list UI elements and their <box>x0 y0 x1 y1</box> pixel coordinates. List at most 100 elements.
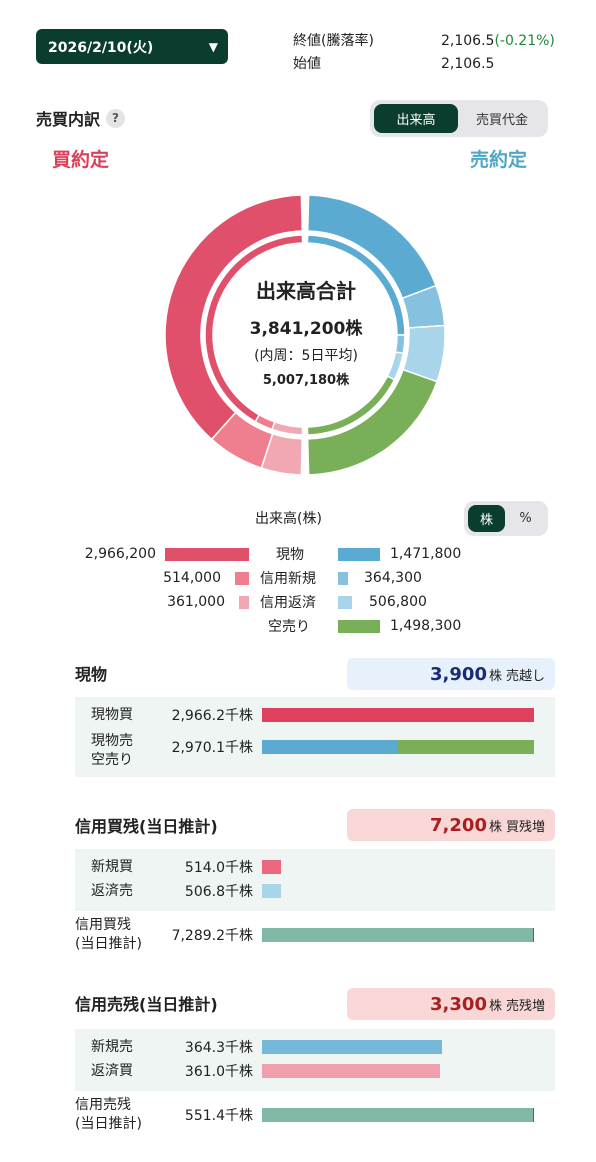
outer-buy-slice <box>210 411 274 469</box>
volume-donut-chart <box>165 195 445 475</box>
legend-label: 現物 <box>276 547 304 563</box>
table-row: 新規買 514.0千株 <box>75 857 555 877</box>
margin-buy-title: 信用買残(当日推計) <box>75 817 218 836</box>
unit-percent[interactable]: % <box>519 511 532 526</box>
donut-center: 出来高合計 3,841,200株 (内周：5日平均) 5,007,180株 <box>195 275 417 388</box>
inner-buy-slice <box>271 420 304 436</box>
table-row: 新規売 364.3千株 <box>75 1037 555 1057</box>
spot-badge: 3,900 株 売越し <box>347 658 555 690</box>
outer-ring <box>165 195 445 475</box>
breakdown-title: 売買内訳 ? <box>36 106 126 130</box>
close-value: 2,106.5(-0.21%) <box>441 33 555 49</box>
margin-buy-badge-number: 7,200 <box>430 814 487 836</box>
row-value: 364.3千株 <box>184 1040 253 1056</box>
legend-label: 信用返済 <box>260 595 316 611</box>
donut-center-note: (内周：5日平均) <box>254 348 358 364</box>
metric-toggle: 出来高 売買代金 <box>370 100 548 137</box>
inner-ring <box>204 234 406 436</box>
donut-center-title: 出来高合計 <box>256 279 356 303</box>
row-name: 信用買残 (当日推計) <box>75 917 142 952</box>
breakdown-title-text: 売買内訳 <box>36 110 101 129</box>
row-value: 2,966.2千株 <box>171 708 253 724</box>
margin-buy-balance-bar <box>262 928 534 942</box>
unit-shares[interactable]: 株 <box>468 505 505 532</box>
donut-center-avg: 5,007,180株 <box>262 373 350 388</box>
margin-sell-badge-text: 売残増 <box>505 998 545 1014</box>
spot-badge-number: 3,900 <box>430 663 487 685</box>
buy-title: 買約定 <box>52 149 110 171</box>
spot-badge-text: 売越し <box>505 668 545 684</box>
table-row: 現物売 空売り 2,970.1千株 <box>75 731 555 771</box>
outer-buy-slice <box>165 195 304 441</box>
row-value: 7,289.2千株 <box>171 928 253 944</box>
row-name: 信用売残 (当日推計) <box>75 1097 142 1132</box>
row-name: 返済売 <box>91 882 133 899</box>
legend-buy-swatch <box>165 547 249 561</box>
tab-volume[interactable]: 出来高 <box>374 104 458 133</box>
margin-buy-badge-unit: 株 <box>488 819 502 835</box>
spot-short-bar <box>396 740 534 754</box>
spot-buy-bar <box>262 708 534 722</box>
outer-sell-slice <box>306 368 438 475</box>
legend-sell-value: 1,498,300 <box>390 618 462 634</box>
row-value: 361.0千株 <box>184 1064 253 1080</box>
inner-buy-slice <box>204 234 304 423</box>
row-name: 新規売 <box>91 1038 133 1055</box>
margin-buy-badge-text: 買残増 <box>505 819 545 835</box>
row-name: 現物売 空売り <box>91 733 133 768</box>
row-name: 新規買 <box>91 858 133 875</box>
row-name: 返済買 <box>91 1062 133 1079</box>
date-select-value: 2026/2/10(火) <box>48 39 154 56</box>
legend-row: 空売り 1,498,300 <box>0 616 596 636</box>
margin-sell-badge-number: 3,300 <box>430 993 487 1015</box>
legend-sell-swatch <box>338 619 380 633</box>
legend-row: 2,966,200 現物 1,471,800 <box>0 544 596 564</box>
margin-sell-badge: 3,300 株 売残増 <box>347 988 555 1020</box>
chevron-down-icon: ▼ <box>208 39 218 54</box>
table-row: 返済買 361.0千株 <box>75 1061 555 1081</box>
margin-sell-balance-bar <box>262 1108 534 1122</box>
margin-sell-badge-unit: 株 <box>488 998 502 1014</box>
margin-sell-new-bar <box>262 1040 442 1054</box>
open-value: 2,106.5 <box>441 56 495 72</box>
date-select[interactable]: 2026/2/10(火) ▼ <box>36 29 228 64</box>
row-value: 514.0千株 <box>184 860 253 876</box>
legend-row: 514,000 信用新規 364,300 <box>0 568 596 588</box>
spot-badge-unit: 株 <box>488 668 502 684</box>
legend-sell-value: 1,471,800 <box>390 546 462 562</box>
legend-buy-swatch <box>235 571 249 585</box>
margin-buy-panel: 新規買 514.0千株 返済売 506.8千株 <box>75 849 555 911</box>
open-label: 始値 <box>293 56 321 72</box>
legend-sell-value: 506,800 <box>369 594 427 610</box>
row-name: 現物買 <box>91 706 133 723</box>
margin-buy-badge: 7,200 株 買残増 <box>347 809 555 841</box>
sell-title: 売約定 <box>470 149 528 171</box>
help-icon[interactable]: ? <box>106 108 126 128</box>
tab-trading-value[interactable]: 売買代金 <box>475 113 528 128</box>
legend-buy-value: 514,000 <box>163 570 221 586</box>
inner-sell-slice <box>306 375 396 436</box>
margin-sell-repay-bar <box>262 1064 441 1078</box>
legend-sell-value: 364,300 <box>364 570 422 586</box>
donut-center-total: 3,841,200株 <box>249 319 363 339</box>
legend-label: 空売り <box>268 619 310 635</box>
legend-sell-swatch <box>338 571 348 585</box>
spot-title: 現物 <box>75 665 108 684</box>
close-label: 終値(騰落率) <box>293 33 374 49</box>
spot-sell-bar <box>262 740 397 754</box>
legend-buy-value: 361,000 <box>167 594 225 610</box>
table-row: 信用売残 (当日推計) 551.4千株 <box>75 1095 555 1135</box>
legend-title: 出来高(株) <box>255 511 322 527</box>
row-value: 551.4千株 <box>184 1108 253 1124</box>
spot-panel: 現物買 2,966.2千株 現物売 空売り 2,970.1千株 <box>75 697 555 777</box>
table-row: 信用買残 (当日推計) 7,289.2千株 <box>75 915 555 955</box>
table-row: 現物買 2,966.2千株 <box>75 705 555 725</box>
legend-sell-swatch <box>338 595 352 609</box>
outer-buy-slice <box>260 432 304 475</box>
unit-toggle: 株 % <box>464 501 548 536</box>
margin-buy-repay-bar <box>262 884 281 898</box>
margin-sell-panel: 新規売 364.3千株 返済買 361.0千株 <box>75 1029 555 1091</box>
row-value: 2,970.1千株 <box>171 740 253 756</box>
row-value: 506.8千株 <box>184 884 253 900</box>
margin-buy-new-bar <box>262 860 282 874</box>
